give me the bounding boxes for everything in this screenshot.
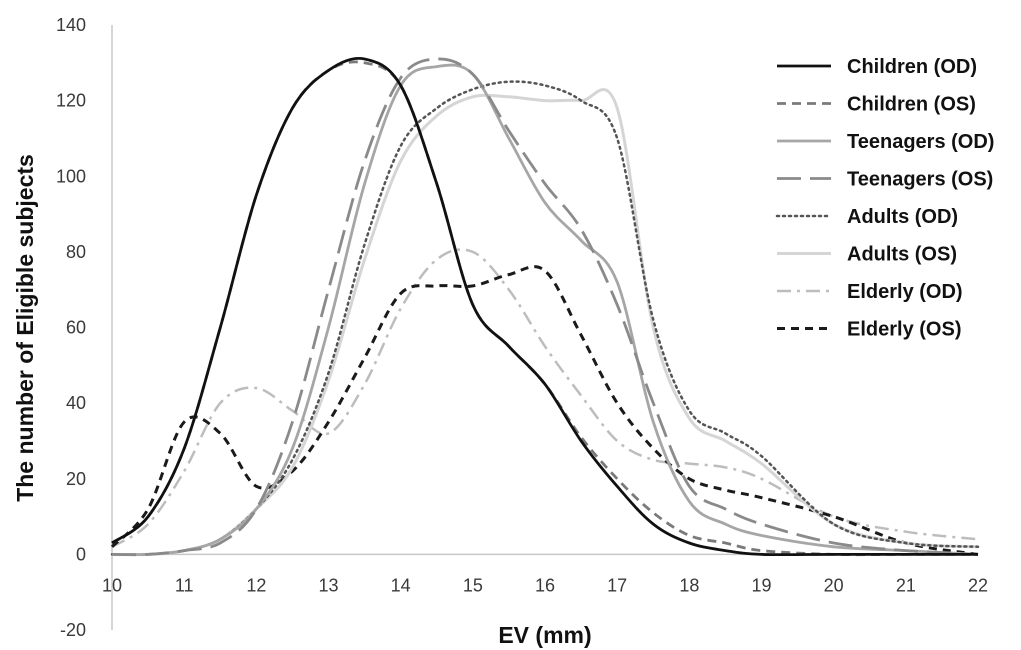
y-tick-label: 140 [56, 15, 86, 35]
series-line-children-os [111, 60, 978, 557]
x-tick-label: 21 [896, 575, 916, 595]
x-tick-label: 19 [751, 575, 771, 595]
x-tick-label: 12 [246, 575, 266, 595]
legend: Children (OD) Children (OS) Teenagers (OD)… [775, 56, 994, 341]
legend-label-adults-od: Adults (OD) [847, 206, 958, 228]
x-tick-label: 16 [535, 575, 555, 595]
y-tick-label: 0 [76, 544, 86, 564]
x-tick-label: 20 [824, 575, 844, 595]
series-line-elderly-os [110, 265, 979, 556]
y-tick-label: 120 [56, 91, 86, 111]
y-tick-label: -20 [60, 620, 86, 640]
y-tick-labels: -20 0 20 40 60 80 100 120 140 [56, 15, 86, 640]
x-axis-title: EV (mm) [498, 622, 591, 648]
legend-label-children-od: Children (OD) [847, 56, 977, 78]
y-tick-label: 40 [66, 393, 86, 413]
x-tick-label: 13 [318, 575, 338, 595]
x-tick-label: 14 [391, 575, 411, 595]
legend-label-children-os: Children (OS) [847, 94, 976, 116]
x-tick-label: 11 [175, 575, 194, 595]
x-tick-label: 15 [463, 575, 483, 595]
x-tick-labels: 10 11 12 13 14 15 16 17 18 19 20 21 22 [102, 575, 988, 595]
series-line-elderly-od [111, 248, 979, 548]
legend-label-adults-os: Adults (OS) [847, 244, 957, 266]
x-tick-label: 10 [102, 575, 122, 595]
y-tick-label: 100 [56, 166, 86, 186]
y-axis-title: The number of Eligible subjects [12, 154, 38, 502]
x-tick-label: 22 [968, 575, 988, 595]
legend-label-teenagers-os: Teenagers (OS) [847, 169, 993, 191]
legend-label-teenagers-od: Teenagers (OD) [847, 131, 994, 153]
series-line-children-od [111, 57, 978, 557]
legend-label-elderly-os: Elderly (OS) [847, 319, 961, 341]
series-line-teenagers-os [111, 57, 979, 557]
y-tick-label: 80 [66, 242, 86, 262]
series-lines [110, 57, 980, 557]
x-tick-label: 18 [679, 575, 699, 595]
y-tick-label: 20 [66, 469, 86, 489]
x-tick-label: 17 [607, 575, 627, 595]
y-tick-label: 60 [66, 318, 86, 338]
series-line-teenagers-od [111, 63, 979, 557]
legend-label-elderly-od: Elderly (OD) [847, 281, 963, 303]
